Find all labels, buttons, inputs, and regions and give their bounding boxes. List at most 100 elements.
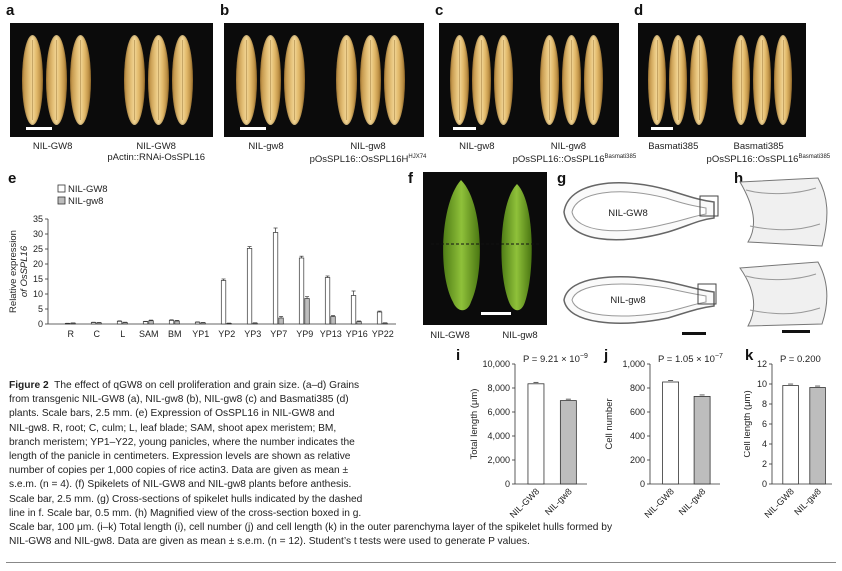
grain-label-right: NIL-gw8 pOsSPL16::OsSPL16HHJX74 [306, 141, 430, 165]
grain [562, 35, 581, 125]
caption-line: Figure 2 The effect of qGW8 on cell prol… [9, 379, 449, 393]
y-tick-label: 6,000 [487, 407, 510, 417]
y-axis-label-line2: of OsSPL16 [19, 245, 30, 297]
figure-caption-continued: Scale bar, 100 μm. (i–k) Total length (i… [9, 521, 835, 549]
cross-section-drawing [563, 182, 719, 335]
x-tick-label: YP3 [244, 329, 261, 339]
scale-bar [481, 312, 511, 315]
panel-letter-k: k [745, 347, 754, 364]
figure-number: Figure 2 [9, 380, 49, 391]
spikelet-gw8 [443, 180, 480, 311]
caption-line: length of the panicle in centimeters. Ex… [9, 451, 351, 463]
x-tick-label: NIL-gw8 [677, 486, 708, 517]
grain-label-right-line1: NIL-gw8 [550, 141, 587, 152]
caption-line: plants. Scale bars, 2.5 mm. (e) Expressi… [9, 408, 335, 420]
bar-gw8-small [122, 322, 128, 325]
y-tick-label: 10 [757, 379, 767, 389]
panel-letter-e: e [8, 170, 17, 187]
grain [753, 35, 771, 125]
x-tick-label: NIL-GW8 [762, 486, 796, 520]
bar-gw8-small [559, 400, 577, 485]
grain-label-right-line1: NIL-GW8 [136, 141, 176, 152]
cell-number-chart: P = 1.05 × 10−7 0 200 400 600 800 1,000 Cell nu… [604, 353, 723, 520]
caption-line: line in f. Scale bar, 0.5 mm. (h) Magnif… [9, 507, 362, 519]
caption-line: NIL-gw8. R, root; C, culm; L, leaf blade… [9, 422, 337, 434]
panel-letter-h: h [734, 170, 744, 187]
grain [148, 35, 169, 125]
bar-gw8-small [382, 322, 388, 325]
caption-line: Scale bar, 100 μm. (i–k) Total length (i… [9, 522, 613, 533]
bar-gw8 [116, 320, 123, 325]
scale-bar [240, 127, 266, 130]
spikelet-drawing [431, 180, 541, 315]
grain [384, 35, 405, 125]
y-tick-label: 30 [33, 229, 43, 239]
grain-label-right: NIL-GW8 pActin::RNAi-OsSPL16 [93, 141, 219, 163]
bar-gw8-small [809, 387, 826, 485]
caption-line: from transgenic NIL-GW8 (a), NIL-gw8 (b)… [9, 394, 349, 406]
caption-text: The effect of qGW8 on cell proliferation… [54, 380, 360, 391]
panel-letter-a: a [6, 2, 15, 19]
y-tick-label: 4 [762, 439, 767, 449]
superscript: Basmati385 [798, 154, 831, 160]
magnified-gw8-small [739, 261, 828, 327]
bottom-rule [6, 562, 836, 563]
y-tick-label: 12 [757, 359, 767, 369]
y-tick-label: 0 [38, 319, 43, 329]
scale-bar [651, 127, 673, 130]
grain [260, 35, 281, 125]
x-tick-label: YP22 [372, 329, 394, 339]
x-tick-label: L [120, 329, 125, 339]
figure-caption: Figure 2 The effect of qGW8 on cell prol… [9, 379, 449, 521]
y-tick-label: 10 [33, 289, 43, 299]
magnify-box-gw8-small [697, 283, 717, 305]
x-tick-label: NIL-GW8 [508, 486, 542, 520]
p-value: P = 9.21 × 10−9 [523, 353, 588, 365]
grain [669, 35, 687, 125]
p-value: P = 0.200 [780, 354, 821, 365]
caption-line: s.e.m. (n = 4). (f) Spikelets of NIL-GW8… [9, 479, 352, 491]
magnified-gw8 [739, 177, 828, 247]
y-axis-label: Cell number [604, 398, 615, 449]
panel-letter-j: j [604, 347, 609, 364]
total-length-chart: P = 9.21 × 10−9 0 2,000 4,000 6,000 8,000 10,0… [469, 353, 588, 520]
bar-gw8-small [226, 323, 232, 325]
x-tick-label: NIL-GW8 [642, 486, 676, 520]
x-tick-label: YP16 [346, 329, 368, 339]
label-g-gw8: NIL-GW8 [608, 208, 648, 219]
bar-gw8-small [330, 316, 336, 325]
bar-gw8 [782, 385, 799, 485]
bar-gw8-small [278, 317, 284, 325]
caption-line: branch meristem; YP1–Y22, young panicles… [9, 436, 355, 448]
bar-gw8 [662, 381, 679, 485]
superscript: HJX74 [408, 154, 427, 160]
grain-label-right-line1: Basmati385 [733, 141, 784, 152]
bar-gw8-small [200, 322, 206, 325]
grain [732, 35, 750, 125]
grain [540, 35, 559, 125]
x-tick-label: BM [168, 329, 182, 339]
grain-label-right-line2: pOsSPL16::OsSPL16Basmati385 [512, 154, 637, 166]
panel-letter-b: b [220, 2, 230, 19]
y-tick-label: 20 [33, 259, 43, 269]
hull-inner-gw8 [571, 191, 707, 232]
grain-label-left: NIL-gw8 [459, 141, 495, 152]
bar-gw8-small [174, 320, 180, 325]
legend-swatch-gw8 [57, 184, 66, 193]
panel-letter-g: g [557, 170, 567, 187]
grain-label-left: NIL-GW8 [32, 141, 73, 152]
grain-label-right: Basmati385 pOsSPL16::OsSPL16Basmati385 [706, 141, 831, 166]
hull-inner-gw8-small [571, 283, 707, 317]
bar-gw8 [168, 320, 175, 325]
bar-gw8 [90, 322, 97, 325]
bar-gw8-small [356, 321, 362, 325]
y-tick-label: 5 [38, 304, 43, 314]
y-tick-label: 2 [762, 459, 767, 469]
scale-bar [26, 127, 52, 130]
grain [648, 35, 666, 125]
y-tick-label: 600 [630, 407, 645, 417]
grain-label-right-line2: pOsSPL16::OsSPL16Basmati385 [706, 154, 831, 166]
bar-gw8 [272, 232, 279, 325]
